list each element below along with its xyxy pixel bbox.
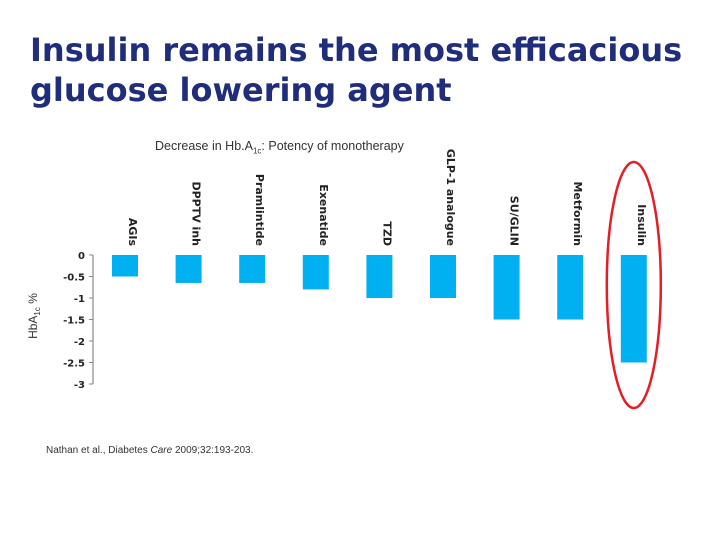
category-label: Insulin	[635, 204, 648, 246]
category-label: Pramlintide	[253, 174, 266, 246]
y-tick-label: -3	[74, 380, 85, 391]
citation-journal: Care	[150, 445, 173, 456]
title-line-2: glucose lowering agent	[30, 71, 452, 109]
category-label: TZD	[380, 221, 393, 246]
bar-exenatide	[302, 255, 329, 290]
citation-rest: 2009;32:193-203.	[172, 445, 254, 456]
subtitle-prefix: Decrease in Hb.A	[155, 139, 253, 153]
slide-title: Insulin remains the most efficacious glu…	[30, 30, 710, 110]
citation-authors: Nathan et al., Diabetes	[46, 445, 151, 456]
subtitle-subscript: 1c	[252, 146, 262, 156]
category-label: DPPTV inh	[190, 181, 203, 246]
y-tick-label: -1.5	[63, 316, 85, 327]
category-label: SU/GLIN	[508, 196, 521, 246]
y-tick-label: -2	[74, 337, 85, 348]
bar-tzd	[366, 255, 393, 298]
category-label: Exenatide	[317, 184, 330, 246]
bar-dpptv-inh	[175, 255, 202, 283]
bar-pramlintide	[239, 255, 266, 283]
y-tick-label: -2.5	[63, 359, 85, 370]
citation: Nathan et al., Diabetes Care 2009;32:193…	[46, 445, 253, 456]
chart-subtitle: Decrease in Hb.A1c: Potency of monothera…	[155, 139, 404, 156]
title-line-1: Insulin remains the most efficacious	[30, 31, 683, 69]
subtitle-suffix: : Potency of monotherapy	[261, 139, 404, 153]
bar-su-glin	[493, 255, 520, 320]
bar-glp-1-analogue	[430, 255, 456, 298]
category-label: GLP-1 analogue	[444, 149, 457, 246]
y-tick-label: -0.5	[63, 273, 85, 284]
y-tick-label: -1	[74, 294, 85, 305]
bar-insulin	[620, 255, 647, 363]
category-label: AGIs	[126, 218, 139, 247]
bar-agis	[112, 255, 138, 277]
category-label: Metformin	[571, 182, 584, 247]
y-tick-label: 0	[78, 251, 85, 262]
bar-metformin	[557, 255, 584, 320]
highlight-ellipse	[605, 160, 663, 410]
